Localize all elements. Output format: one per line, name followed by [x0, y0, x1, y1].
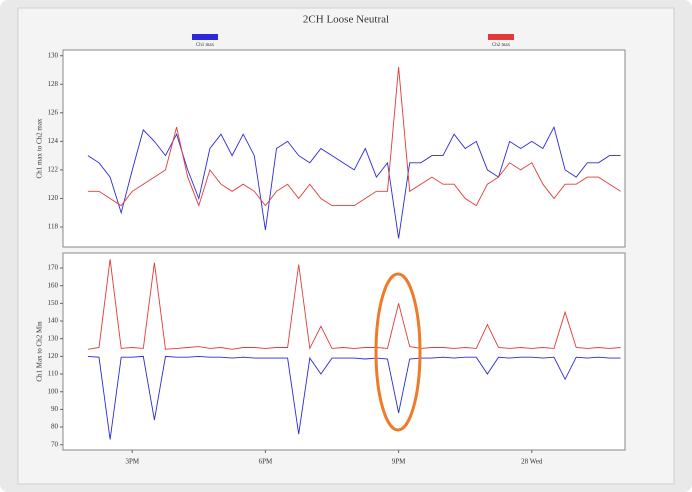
legend-swatch: [192, 34, 218, 40]
series-line: [87, 67, 621, 207]
y-tick-label: 110: [48, 370, 59, 378]
y-tick-label: 170: [48, 264, 59, 272]
x-tick-label: 28 Wed: [521, 458, 543, 466]
y-tick-label: 150: [48, 299, 59, 307]
series-line: [87, 259, 621, 350]
x-tick-label: 6PM: [259, 458, 273, 466]
y-tick-label: 128: [48, 80, 59, 88]
y-axis-label: Ch1 Max to Ch2 Min: [36, 321, 44, 382]
x-tick-label: 9PM: [392, 458, 406, 466]
y-tick-label: 122: [48, 166, 59, 174]
highlight-ellipse: [374, 272, 422, 432]
y-tick-label: 160: [48, 281, 59, 289]
y-tick-label: 124: [48, 137, 59, 145]
series-line: [87, 355, 621, 440]
x-tick-label: 3PM: [125, 458, 139, 466]
legend-label: Ch2 max: [492, 43, 511, 48]
y-tick-label: 126: [48, 108, 59, 116]
y-tick-label: 100: [48, 387, 59, 395]
y-tick-label: 120: [48, 352, 59, 360]
y-axis-label: Ch1 max to Ch2 max: [36, 118, 44, 178]
chart-title: 2CH Loose Neutral: [303, 14, 389, 26]
y-tick-label: 118: [48, 223, 59, 231]
plot-area: [62, 49, 626, 248]
series-line: [87, 125, 621, 239]
legend-label: Ch1 max: [196, 43, 215, 48]
plot-area: [62, 252, 626, 451]
y-tick-label: 130: [48, 51, 59, 59]
legend-swatch: [488, 34, 514, 40]
y-tick-label: 140: [48, 317, 59, 325]
y-tick-label: 70: [51, 440, 59, 448]
y-tick-label: 130: [48, 334, 59, 342]
y-tick-label: 80: [51, 423, 59, 431]
y-tick-label: 90: [51, 405, 59, 413]
y-tick-label: 120: [48, 194, 59, 202]
